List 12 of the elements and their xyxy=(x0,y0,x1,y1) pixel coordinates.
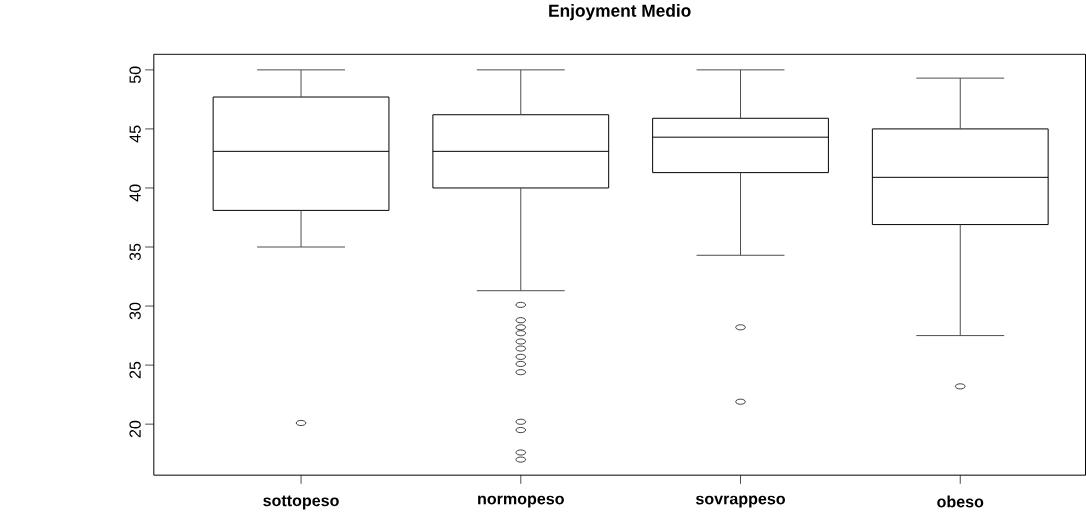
x-tick-label: obeso xyxy=(937,495,984,508)
x-tick-label: sovrappeso xyxy=(695,495,785,508)
y-tick-label: 30 xyxy=(129,302,141,320)
y-tick-label: 25 xyxy=(129,361,141,378)
y-tick-label: 40 xyxy=(129,184,141,202)
x-tick-label: normopeso xyxy=(478,495,564,508)
chart-title: Enjoyment Medio xyxy=(549,3,691,21)
x-tick-label: sottopeso xyxy=(263,495,339,510)
y-tick-label: 35 xyxy=(129,243,141,261)
y-tick-label: 45 xyxy=(129,125,141,143)
y-tick-label: 50 xyxy=(129,66,141,83)
y-tick-label: 20 xyxy=(129,420,141,438)
